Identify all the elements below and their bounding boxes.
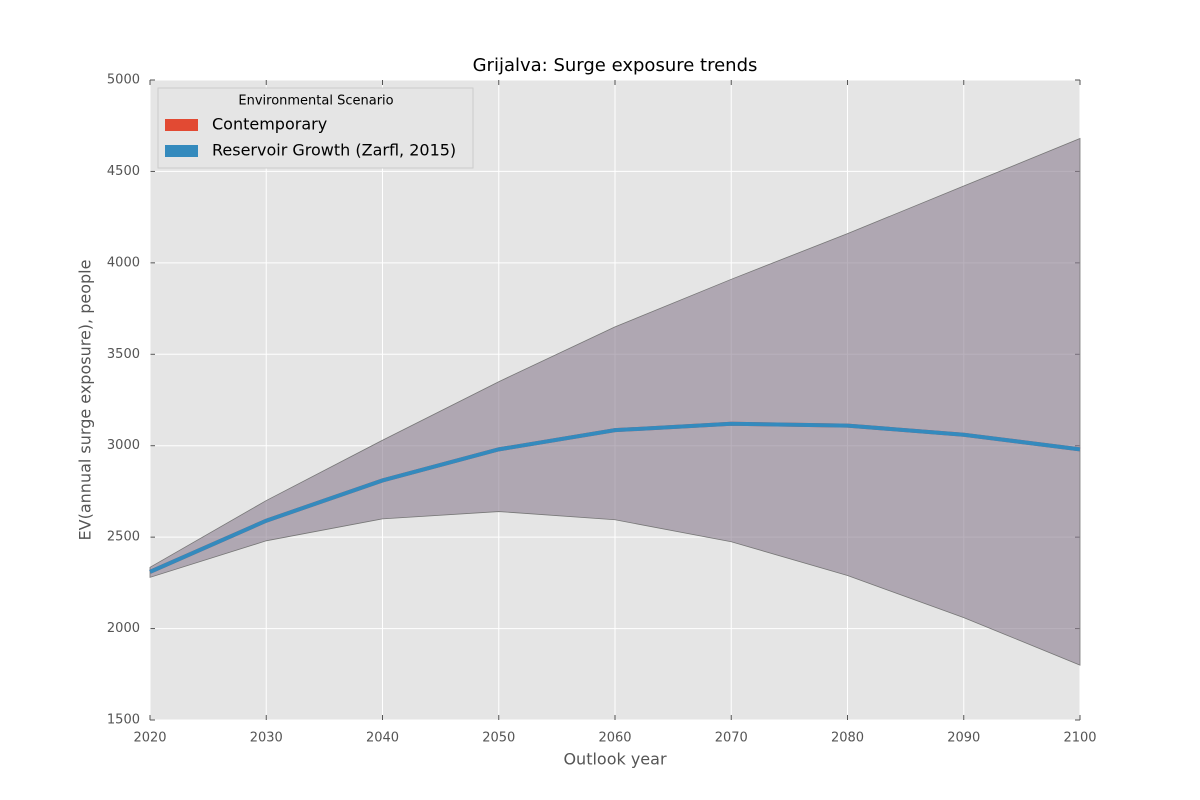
x-tick-label: 2100 (1063, 731, 1096, 746)
y-tick-label: 1500 (107, 713, 140, 728)
chart-title: Grijalva: Surge exposure trends (473, 55, 758, 76)
legend-label: Reservoir Growth (Zarfl, 2015) (212, 141, 456, 160)
legend-box (157, 87, 474, 169)
x-tick-label: 2050 (482, 731, 515, 746)
x-tick-label: 2030 (250, 731, 283, 746)
x-tick-label: 2070 (715, 731, 748, 746)
band-area (149, 137, 1081, 666)
y-tick-label: 5000 (107, 73, 140, 88)
x-tick-label: 2020 (133, 731, 166, 746)
y-tick-label: 3000 (107, 438, 140, 453)
legend: Environmental Scenario Contemporary Reser… (157, 87, 474, 169)
series-line (149, 421, 1081, 574)
x-tick-label: 2090 (947, 731, 980, 746)
x-axis-label: Outlook year (563, 750, 667, 769)
x-tick-label: 2040 (366, 731, 399, 746)
y-tick-label: 4500 (107, 164, 140, 179)
y-tick-label: 3500 (107, 347, 140, 362)
legend-title: Environmental Scenario (238, 94, 393, 109)
y-tick-label: 2500 (107, 530, 140, 545)
x-tick-label: 2060 (598, 731, 631, 746)
legend-label: Contemporary (212, 115, 327, 134)
y-tick-label: 2000 (107, 621, 140, 636)
legend-swatch (165, 119, 198, 131)
legend-swatch (165, 145, 198, 157)
x-tick-label: 2080 (831, 731, 864, 746)
y-axis-label: EV(annual surge exposure), people (76, 260, 95, 541)
y-tick-label: 4000 (107, 255, 140, 270)
